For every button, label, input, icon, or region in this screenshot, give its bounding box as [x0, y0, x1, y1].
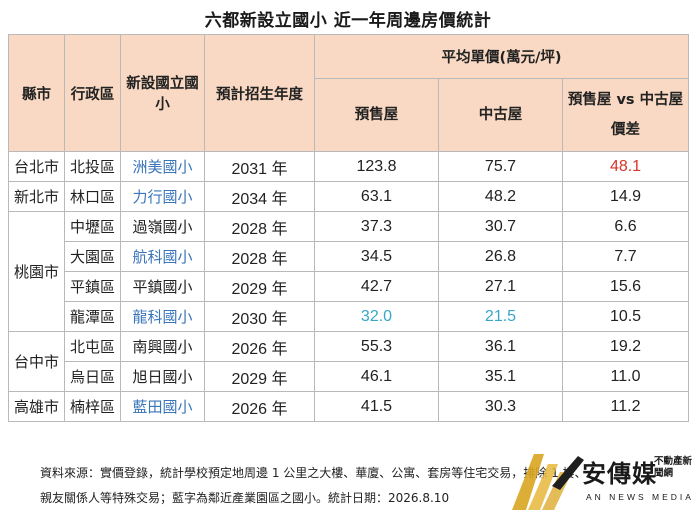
header-district: 行政區 [64, 34, 121, 152]
resale-cell: 75.7 [438, 151, 563, 182]
brand-logo: 安傳媒 不動產新聞網 AN NEWS MEDIA [508, 446, 696, 522]
resale-cell: 48.2 [438, 181, 563, 212]
diff-cell: 14.9 [561, 181, 690, 212]
footnote-line2: 親友關係人等特殊交易；藍字為鄰近產業園區之國小。統計日期：2026.8.10 [40, 491, 450, 505]
year-cell: 2031 年 [204, 151, 315, 182]
table-row: 平鎮區 平鎮國小 2029 年 42.7 27.1 15.6 [9, 271, 690, 302]
header-diff-line2: 價差 [611, 122, 641, 138]
diff-cell: 15.6 [561, 271, 690, 302]
diff-cell: 7.7 [561, 241, 690, 272]
page-title: 六都新設立國小 近一年周邊房價統計 [204, 11, 492, 31]
header-diff: 預售屋 vs 中古屋 價差 [561, 78, 690, 152]
school-cell: 平鎮國小 [120, 271, 205, 302]
school-cell: 過嶺國小 [120, 211, 205, 242]
district-cell: 平鎮區 [64, 271, 121, 302]
resale-cell: 26.8 [438, 241, 563, 272]
presale-cell: 41.5 [314, 391, 439, 422]
price-table: 縣市 行政區 新設國立國小 預計招生年度 平均單價(萬元/坪) 預售屋 中古屋 … [8, 34, 690, 422]
year-cell: 2034 年 [204, 181, 315, 212]
school-cell: 力行國小 [120, 181, 205, 212]
resale-cell: 21.5 [438, 301, 563, 332]
footnote-line1: 資料來源：實價登錄，統計學校預定地周邊 1 公里之大樓、華廈、公寓、套房等住宅交… [40, 466, 587, 480]
diff-cell: 11.0 [561, 361, 690, 392]
year-cell: 2028 年 [204, 211, 315, 242]
school-cell: 洲美國小 [120, 151, 205, 182]
resale-cell: 36.1 [438, 331, 563, 362]
resale-cell: 30.7 [438, 211, 563, 242]
diff-cell: 6.6 [561, 211, 690, 242]
district-cell: 楠梓區 [64, 391, 121, 422]
resale-cell: 35.1 [438, 361, 563, 392]
presale-cell: 123.8 [314, 151, 439, 182]
table-row: 大園區 航科國小 2028 年 34.5 26.8 7.7 [9, 241, 690, 272]
district-cell: 中壢區 [64, 211, 121, 242]
year-cell: 2029 年 [204, 271, 315, 302]
city-cell: 新北市 [8, 181, 65, 212]
year-cell: 2026 年 [204, 391, 315, 422]
district-cell: 龍潭區 [64, 301, 121, 332]
table-row: 新北市 林口區 力行國小 2034 年 63.1 48.2 14.9 [8, 181, 690, 212]
header-avg-price: 平均單價(萬元/坪) [313, 34, 690, 79]
school-cell: 旭日國小 [120, 361, 205, 392]
resale-cell: 30.3 [438, 391, 563, 422]
logo-tag: 不動產新聞網 [654, 456, 693, 479]
presale-cell: 32.0 [314, 301, 439, 332]
school-cell: 航科國小 [120, 241, 205, 272]
header-presale: 預售屋 [314, 78, 439, 152]
logo-mark-icon [512, 454, 584, 510]
year-cell: 2026 年 [204, 331, 315, 362]
city-cell: 高雄市 [8, 391, 65, 422]
city-cell: 桃園市 [8, 211, 65, 332]
presale-cell: 42.7 [314, 271, 439, 302]
school-cell: 藍田國小 [120, 391, 205, 422]
header-city: 縣市 [8, 34, 65, 152]
table-row: 桃園市 中壢區 過嶺國小 2028 年 37.3 30.7 6.6 [8, 211, 690, 332]
presale-cell: 34.5 [314, 241, 439, 272]
resale-cell: 27.1 [438, 271, 563, 302]
city-cell: 台中市 [8, 331, 65, 392]
diff-cell: 19.2 [561, 331, 690, 362]
year-cell: 2029 年 [204, 361, 315, 392]
header-diff-line1: 預售屋 vs 中古屋 [567, 92, 684, 108]
district-cell: 林口區 [64, 181, 121, 212]
diff-cell: 10.5 [561, 301, 690, 332]
year-cell: 2028 年 [204, 241, 315, 272]
city-cell: 台北市 [8, 151, 65, 182]
diff-cell: 11.2 [561, 391, 690, 422]
district-cell: 大園區 [64, 241, 121, 272]
table-row: 龍潭區 龍科國小 2030 年 32.0 21.5 10.5 [9, 301, 690, 332]
logo-name: 安傳媒 [582, 460, 657, 488]
table-row: 台北市 北投區 洲美國小 2031 年 123.8 75.7 48.1 [8, 151, 690, 182]
year-cell: 2030 年 [204, 301, 315, 332]
presale-cell: 55.3 [314, 331, 439, 362]
table-row: 烏日區 旭日國小 2029 年 46.1 35.1 11.0 [9, 361, 690, 392]
table-row: 台中市 北屯區 南興國小 2026 年 55.3 36.1 19.2 [8, 331, 690, 392]
header-school: 新設國立國小 [120, 34, 205, 152]
district-cell: 烏日區 [64, 361, 121, 392]
school-cell: 南興國小 [120, 331, 205, 362]
school-cell: 龍科國小 [120, 301, 205, 332]
logo-sub: AN NEWS MEDIA [586, 492, 694, 502]
table-row: 高雄市 楠梓區 藍田國小 2026 年 41.5 30.3 11.2 [8, 391, 690, 422]
presale-cell: 46.1 [314, 361, 439, 392]
district-cell: 北屯區 [64, 331, 121, 362]
header-resale: 中古屋 [438, 78, 563, 152]
presale-cell: 37.3 [314, 211, 439, 242]
diff-cell: 48.1 [561, 151, 690, 182]
header-year: 預計招生年度 [204, 34, 315, 152]
district-cell: 北投區 [64, 151, 121, 182]
presale-cell: 63.1 [314, 181, 439, 212]
